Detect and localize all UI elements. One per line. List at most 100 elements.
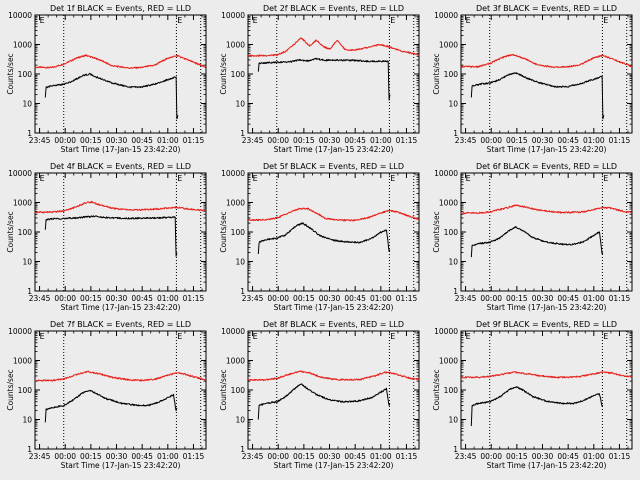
det3f-marker-e-label: E (603, 16, 608, 25)
det9f-x-tick-label: 01:00 (583, 452, 605, 461)
det3f-x-tick-label: 00:30 (532, 136, 554, 145)
det2f-marker-e-label: E (390, 16, 395, 25)
det2f-events-black-series (257, 57, 391, 101)
det1f-x-tick-label: 00:30 (106, 136, 128, 145)
det9f-y-tick-label: 10 (448, 416, 458, 425)
det5f-marker-e-label: E (253, 174, 258, 183)
det2f-x-tick-label: 00:30 (319, 136, 341, 145)
det8f-y-tick-label: 100 (231, 386, 246, 395)
det8f-lld-red-series (247, 370, 420, 382)
det3f-events-black-series (470, 72, 605, 120)
det5f-events-black-series (257, 222, 391, 255)
det4f-marker-e-label: E (40, 174, 45, 183)
det6f-x-tick-label: 23:45 (455, 294, 477, 303)
det8f-y-tick-label: 10000 (221, 327, 245, 336)
det7f-y-tick-label: 1 (27, 445, 32, 454)
det9f-marker-e-label: E (603, 332, 608, 341)
det7f-x-tick-label: 00:15 (80, 452, 102, 461)
det1f-title: Det 1f BLACK = Events, RED = LLD (50, 4, 191, 13)
det8f-x-tick-label: 01:00 (370, 452, 392, 461)
det4f-x-tick-label: 00:30 (106, 294, 128, 303)
det9f-title: Det 9f BLACK = Events, RED = LLD (476, 320, 617, 329)
det1f-y-tick-label: 10000 (8, 11, 32, 20)
det4f-x-tick-label: 01:15 (183, 294, 205, 303)
det9f-y-tick-label: 1000 (439, 357, 458, 366)
det9f-y-tick-label: 100 (444, 386, 459, 395)
det2f-x-tick-label: 01:15 (396, 136, 418, 145)
det5f-x-tick-label: 01:00 (370, 294, 392, 303)
det3f-y-tick-label: 10 (448, 100, 458, 109)
det2f-y-tick-label: 10 (235, 100, 245, 109)
det8f-events-black-series (257, 383, 391, 420)
det6f-lld-red-series (460, 204, 633, 215)
det5f-y-tick-label: 10000 (221, 169, 245, 178)
det1f-y-tick-label: 10 (22, 100, 32, 109)
det4f-plot-frame (34, 172, 207, 292)
det1f-y-tick-label: 100 (18, 70, 33, 79)
det1f-y-tick-label: 1 (27, 129, 32, 138)
det7f-x-tick-label: 00:30 (106, 452, 128, 461)
det8f-x-tick-label: 00:00 (267, 452, 289, 461)
det2f-plot-frame (247, 14, 420, 134)
det3f-x-tick-label: 23:45 (455, 136, 477, 145)
det7f-panel: Det 7f BLACK = Events, RED = LLD 1 10 100 10… (6, 320, 207, 470)
det2f-y-tick-label: 100 (231, 70, 246, 79)
det5f-y-tick-label: 1 (240, 287, 245, 296)
det4f-title: Det 4f BLACK = Events, RED = LLD (50, 162, 191, 171)
det5f-x-tick-label: 00:45 (344, 294, 366, 303)
det6f-panel: Det 6f BLACK = Events, RED = LLD 1 10 100 10… (432, 162, 633, 312)
det9f-events-black-series (470, 386, 604, 427)
det5f-title: Det 5f BLACK = Events, RED = LLD (263, 162, 404, 171)
det6f-events-black-series (470, 226, 604, 258)
det6f-x-tick-label: 00:15 (506, 294, 528, 303)
det8f-marker-e-label: E (253, 332, 258, 341)
det8f-x-tick-label: 00:15 (293, 452, 315, 461)
det9f-y-tick-label: 10000 (434, 327, 458, 336)
det6f-plot-frame (460, 172, 633, 292)
det7f-title: Det 7f BLACK = Events, RED = LLD (50, 320, 191, 329)
det1f-x-tick-label: 01:00 (157, 136, 179, 145)
det4f-lld-red-series (34, 200, 207, 214)
det8f-x-tick-label: 00:45 (344, 452, 366, 461)
det7f-x-tick-label: 00:00 (54, 452, 76, 461)
det1f-x-tick-label: 00:00 (54, 136, 76, 145)
det1f-panel: Det 1f BLACK = Events, RED = LLD 1 10 100 10… (6, 4, 207, 154)
det8f-y-tick-label: 1 (240, 445, 245, 454)
det3f-x-tick-label: 01:15 (609, 136, 631, 145)
det9f-x-tick-label: 00:15 (506, 452, 528, 461)
det8f-x-tick-label: 23:45 (242, 452, 264, 461)
det3f-y-tick-label: 100 (444, 70, 459, 79)
det9f-x-axis-label: Start Time (17-Jan-15 23:42:20) (487, 461, 607, 470)
det6f-x-tick-label: 00:30 (532, 294, 554, 303)
det2f-x-axis-label: Start Time (17-Jan-15 23:42:20) (274, 145, 394, 154)
det5f-marker-e-label: E (390, 174, 395, 183)
det3f-x-tick-label: 00:00 (480, 136, 502, 145)
det7f-y-tick-label: 10000 (8, 327, 32, 336)
det5f-y-axis-label: Counts/sec (219, 211, 228, 252)
det4f-y-tick-label: 10000 (8, 169, 32, 178)
det7f-y-tick-label: 1000 (13, 357, 32, 366)
det1f-events-black-series (44, 72, 179, 120)
det2f-x-tick-label: 00:15 (293, 136, 315, 145)
det6f-marker-e-label: E (466, 174, 471, 183)
det3f-y-axis-label: Counts/sec (432, 53, 441, 94)
det9f-marker-e-label: E (466, 332, 471, 341)
det7f-plot-frame (34, 330, 207, 450)
det6f-x-axis-label: Start Time (17-Jan-15 23:42:20) (487, 303, 607, 312)
det4f-x-tick-label: 00:00 (54, 294, 76, 303)
det2f-marker-e-label: E (253, 16, 258, 25)
det9f-x-tick-label: 01:15 (609, 452, 631, 461)
det1f-x-tick-label: 01:15 (183, 136, 205, 145)
det9f-plot-frame (460, 330, 633, 450)
det9f-x-tick-label: 23:45 (455, 452, 477, 461)
det2f-y-tick-label: 1000 (226, 41, 245, 50)
det5f-panel: Det 5f BLACK = Events, RED = LLD 1 10 100 10… (219, 162, 420, 312)
det2f-x-tick-label: 00:00 (267, 136, 289, 145)
det9f-lld-red-series (460, 371, 633, 379)
det1f-x-tick-label: 00:15 (80, 136, 102, 145)
det6f-x-tick-label: 01:15 (609, 294, 631, 303)
det7f-x-axis-label: Start Time (17-Jan-15 23:42:20) (61, 461, 181, 470)
det5f-x-tick-label: 01:15 (396, 294, 418, 303)
det6f-y-axis-label: Counts/sec (432, 211, 441, 252)
